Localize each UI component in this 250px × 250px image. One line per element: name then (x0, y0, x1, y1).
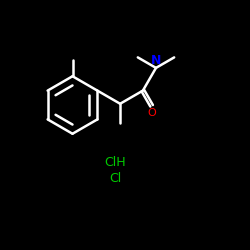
Text: ClH: ClH (104, 156, 126, 169)
Text: O: O (147, 108, 156, 118)
Text: N: N (151, 54, 161, 67)
Text: Cl: Cl (109, 172, 121, 185)
